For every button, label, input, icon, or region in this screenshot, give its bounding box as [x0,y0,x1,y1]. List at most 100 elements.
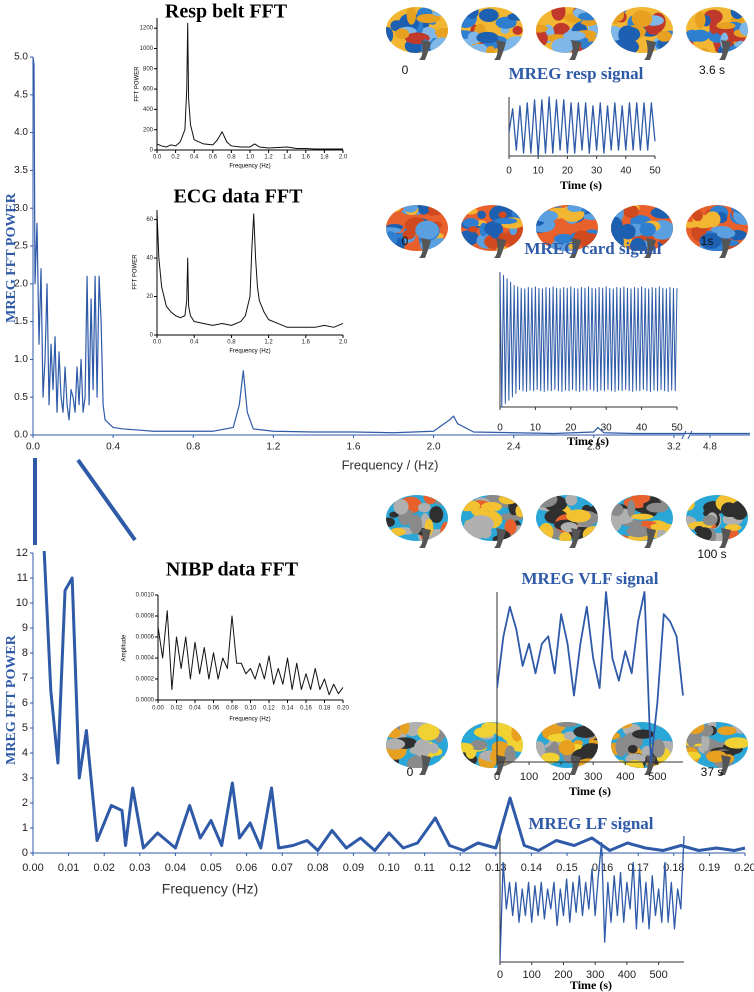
y-axis-label: MREG FFT POWER [4,192,19,323]
x-tick-label: 2.0 [427,442,441,453]
brain-blob [566,509,591,523]
x-tick-label: 0.03 [129,862,150,874]
brain-blobs [611,7,673,53]
brain-blob [536,725,557,732]
brain-blob [440,521,448,541]
y-tick-label: 0.0000 [136,698,155,704]
x-tick-label: 10 [530,423,542,434]
brain-blob [732,40,748,53]
x-axis-label: Frequency (Hz) [229,717,270,723]
y-tick-label: 0 [150,148,154,154]
y-tick-label: 600 [143,87,154,93]
brain-blob [704,211,721,228]
brain-blob [515,504,523,518]
brain-blob [650,523,673,531]
x-tick-label: 300 [584,771,602,783]
x-tick-label: 1.0 [246,155,255,161]
x-axis-label: Time (s) [567,434,609,448]
brain-blob [580,41,598,52]
brain-blob [611,722,633,729]
brain-blob [417,723,440,741]
x-tick-label: 0.6 [209,155,218,161]
brain-blob [386,728,402,739]
brain-blob [413,738,432,758]
brain-stem [419,40,431,60]
brain-blob [441,722,448,733]
brain-stem [419,238,431,258]
axis-break-mark [687,430,693,440]
zoom-connector [76,458,137,542]
brain-blob [559,531,572,541]
x-tick-label: 0.14 [282,706,294,712]
brain-stem [569,528,581,548]
brain-blob [652,739,665,758]
brain-blob [468,226,479,233]
brain-blob [493,217,518,225]
y-tick-label: 1 [22,822,28,834]
brain-blob [417,205,431,215]
brain-blob [461,722,475,730]
brain-blob [402,205,418,213]
chart-title: MREG LF signal [529,814,654,833]
x-tick-label: 0.2 [171,155,180,161]
x-tick-label: 1.6 [346,442,360,453]
y-tick-label: 7 [22,672,28,684]
brain-blob [484,221,503,237]
brain-blob [430,37,448,53]
axis-break-mark [681,430,687,440]
brain-blobs [461,722,523,768]
brain-blob [587,7,598,14]
brain-blob [686,40,694,50]
x-tick-label: 0.09 [343,862,364,874]
x-axis-label: Time (s) [560,178,602,192]
brain-blob [465,7,479,19]
brain-blob [626,525,651,538]
y-tick-label: 4.5 [14,89,28,100]
x-tick-label: 0 [506,166,512,177]
brain-blob [551,38,574,53]
y-tick-label: 6 [22,697,28,709]
x-tick-label: 3.2 [667,442,681,453]
x-axis-label: Time (s) [570,978,612,992]
brain-map [536,495,598,548]
brain-blob [583,763,598,768]
x-tick-label: 0.0 [153,155,162,161]
brain-blob [654,722,673,729]
brain-blobs [461,205,523,251]
y-axis-label: MREG FFT POWER [4,634,19,765]
brain-map [686,722,748,775]
x-tick-label: 100 [520,771,538,783]
x-tick-label: 400 [618,969,636,981]
y-tick-label: 8 [22,647,28,659]
frame-label: 1s [701,234,714,248]
y-tick-label: 3.5 [14,165,28,176]
brain-blob [623,205,639,218]
brain-blob [611,503,624,516]
x-tick-label: 30 [591,166,603,177]
x-tick-label: 0.06 [236,862,257,874]
brain-stem [494,40,506,60]
x-tick-label: 0.02 [93,862,114,874]
brain-blob [631,495,651,504]
brain-blob [730,7,745,20]
brain-blob [498,211,507,219]
brain-blob [389,527,406,537]
x-tick-label: 0.00 [152,706,164,712]
brain-blob [724,524,742,531]
x-tick-label: 0.00 [22,862,43,874]
data-line [509,96,656,157]
brain-blob [461,500,481,512]
y-tick-label: 400 [143,107,154,113]
brain-map [536,7,598,60]
x-tick-label: 40 [636,423,648,434]
y-tick-label: 800 [143,66,154,72]
brain-blob [507,12,523,21]
brain-blob [724,737,748,749]
x-tick-label: 20 [565,423,577,434]
x-tick-label: 10 [533,166,545,177]
brain-blob [428,743,439,754]
brain-blob [461,230,479,246]
y-tick-label: 0.5 [14,392,28,403]
brain-blob [686,497,695,511]
